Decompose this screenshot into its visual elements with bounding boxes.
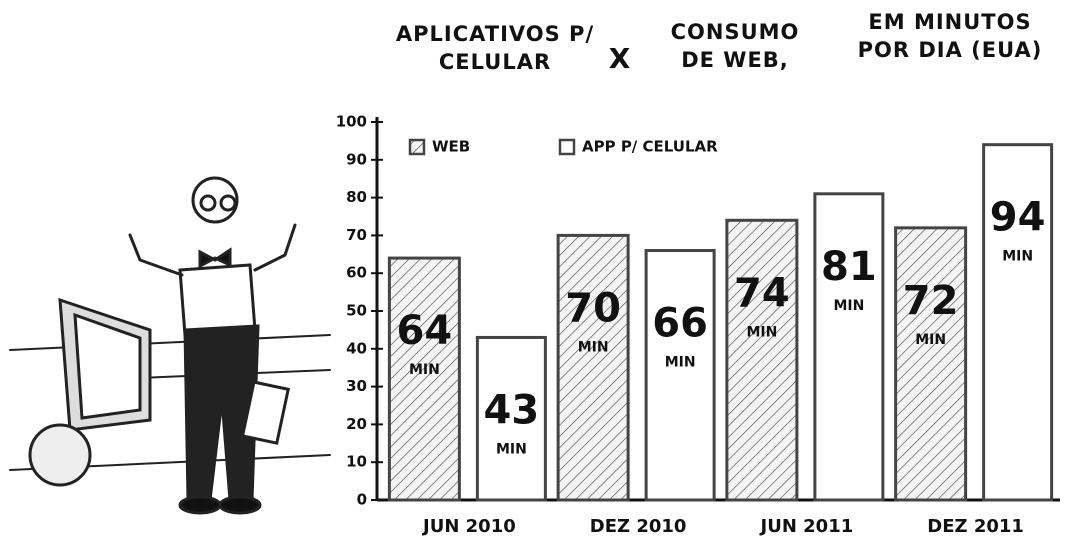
bar	[644, 249, 716, 502]
value-unit: MIN	[1002, 249, 1033, 265]
y-tick-label: 0	[357, 491, 367, 509]
title-part: EM MINUTOS POR DIA (EUA)	[857, 10, 1043, 62]
illustration	[9, 176, 331, 515]
bar	[982, 143, 1054, 502]
y-tick-label: 50	[346, 302, 367, 320]
value-unit: MIN	[833, 298, 864, 314]
legend-label: APP P/ CELULAR	[582, 138, 718, 156]
x-tick-label: JUN 2010	[421, 516, 516, 537]
value-label: 72	[903, 278, 959, 324]
value-label: 66	[652, 301, 708, 347]
bar	[475, 335, 547, 502]
y-tick-label: 70	[346, 226, 367, 244]
legend-label: WEB	[432, 138, 470, 156]
value-label: 81	[821, 244, 877, 290]
y-tick-label: 40	[346, 339, 367, 357]
value-unit: MIN	[915, 332, 946, 348]
y-tick-label: 60	[346, 264, 367, 282]
y-tick-label: 100	[336, 113, 367, 131]
value-label: 94	[990, 195, 1046, 241]
value-unit: MIN	[665, 355, 696, 371]
value-label: 74	[734, 270, 790, 316]
bar	[725, 218, 799, 502]
x-tick-label: DEZ 2010	[590, 516, 687, 537]
value-unit: MIN	[578, 339, 609, 355]
y-tick-label: 30	[346, 377, 367, 395]
value-unit: MIN	[496, 441, 527, 457]
title-part: X	[608, 42, 632, 75]
value-label: 70	[565, 285, 621, 331]
title-part: APLICATIVOS P/ CELULAR	[395, 22, 595, 74]
x-tick-label: DEZ 2011	[927, 516, 1024, 537]
title-part: CONSUMO DE WEB,	[670, 20, 800, 72]
legend-swatch	[408, 138, 426, 156]
value-unit: MIN	[746, 324, 777, 340]
legend-swatch	[558, 138, 576, 156]
y-tick-label: 90	[346, 150, 367, 168]
bar	[894, 226, 968, 502]
value-label: 64	[397, 308, 453, 354]
bar	[556, 233, 630, 502]
y-tick-label: 80	[346, 188, 367, 206]
y-tick-label: 10	[346, 453, 367, 471]
value-unit: MIN	[409, 362, 440, 378]
value-label: 43	[484, 387, 540, 433]
y-tick-label: 20	[346, 415, 367, 433]
bar	[813, 192, 885, 502]
x-tick-label: JUN 2011	[759, 516, 854, 537]
bar	[387, 256, 461, 502]
